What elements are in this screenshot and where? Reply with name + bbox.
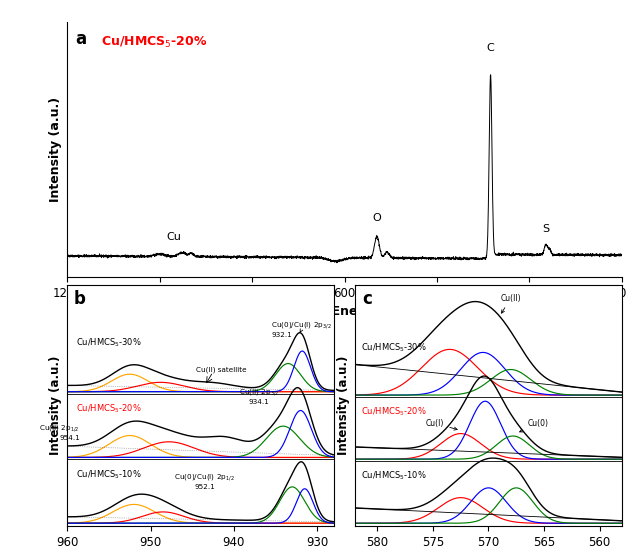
Text: Cu(II) satellite: Cu(II) satellite [196, 366, 247, 372]
Text: Cu/HMCS$_5$-30%: Cu/HMCS$_5$-30% [76, 337, 142, 349]
Text: O: O [372, 213, 381, 223]
Text: Cu(0)/Cu(I) 2p$_{1/2}$
952.1: Cu(0)/Cu(I) 2p$_{1/2}$ 952.1 [174, 473, 235, 490]
Text: Cu/HMCS$_5$-20%: Cu/HMCS$_5$-20% [361, 406, 426, 418]
Text: Cu: Cu [166, 232, 181, 242]
Text: c: c [362, 290, 372, 308]
Text: S: S [542, 224, 549, 234]
Text: a: a [76, 30, 87, 48]
Y-axis label: Intensity (a.u.): Intensity (a.u.) [49, 97, 62, 202]
Text: Cu/HMCS$_5$-30%: Cu/HMCS$_5$-30% [361, 341, 426, 354]
Y-axis label: Intensity (a.u.): Intensity (a.u.) [337, 356, 349, 455]
Text: Cu(0): Cu(0) [520, 419, 549, 432]
Text: Cu(I): Cu(I) [426, 419, 457, 430]
Y-axis label: Intensity (a.u.): Intensity (a.u.) [49, 356, 62, 455]
Text: Cu(II) 2p$_{3/2}$
934.1: Cu(II) 2p$_{3/2}$ 934.1 [238, 388, 279, 405]
Text: Cu(II): Cu(II) [501, 294, 521, 313]
Text: Cu/HMCS$_5$-10%: Cu/HMCS$_5$-10% [361, 470, 426, 482]
Text: C: C [487, 43, 494, 53]
Text: Cu/HMCS$_5$-20%: Cu/HMCS$_5$-20% [101, 35, 207, 50]
Text: Cu(II) 2p$_{1/2}$
954.1: Cu(II) 2p$_{1/2}$ 954.1 [39, 423, 79, 441]
X-axis label: Binding Energy (eV): Binding Energy (eV) [274, 305, 415, 319]
Text: Cu/HMCS$_5$-20%: Cu/HMCS$_5$-20% [76, 402, 142, 415]
Text: Cu(0)/Cu(I) 2p$_{3/2}$
932.1: Cu(0)/Cu(I) 2p$_{3/2}$ 932.1 [271, 320, 332, 337]
Text: b: b [74, 290, 86, 308]
Text: Cu/HMCS$_5$-10%: Cu/HMCS$_5$-10% [76, 468, 142, 480]
